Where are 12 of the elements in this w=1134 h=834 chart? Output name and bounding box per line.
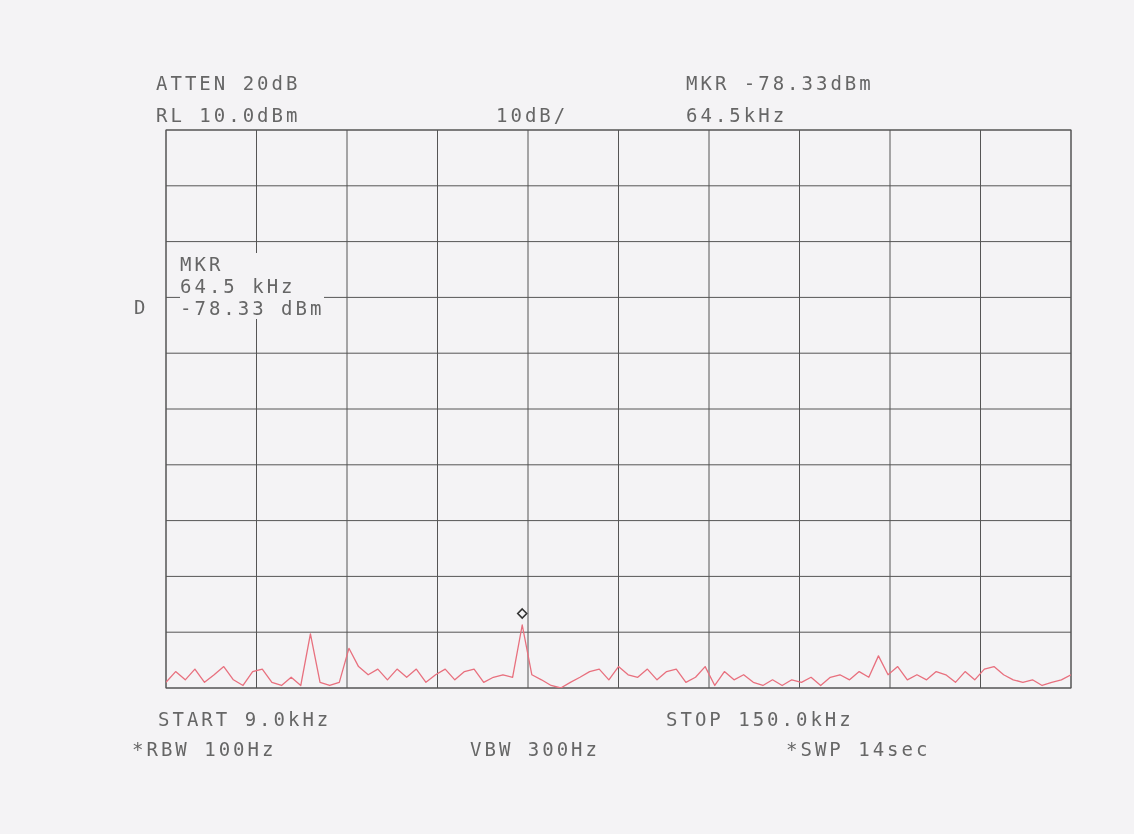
text: STOP 150.0kHz xyxy=(666,708,854,730)
text: *RBW 100Hz xyxy=(132,738,277,760)
text: MKR 64.5 kHz -78.33 dBm xyxy=(180,253,325,319)
text: *SWP 14sec xyxy=(786,738,931,760)
text: START 9.0kHz xyxy=(158,708,332,730)
text: RL 10.0dBm xyxy=(156,104,301,126)
text: ATTEN 20dB xyxy=(156,72,301,94)
text: VBW 300Hz xyxy=(470,738,600,760)
text: D xyxy=(134,296,149,318)
text: 64.5kHz xyxy=(686,104,788,126)
text: MKR -78.33dBm xyxy=(686,72,874,94)
text: 10dB/ xyxy=(496,104,569,126)
